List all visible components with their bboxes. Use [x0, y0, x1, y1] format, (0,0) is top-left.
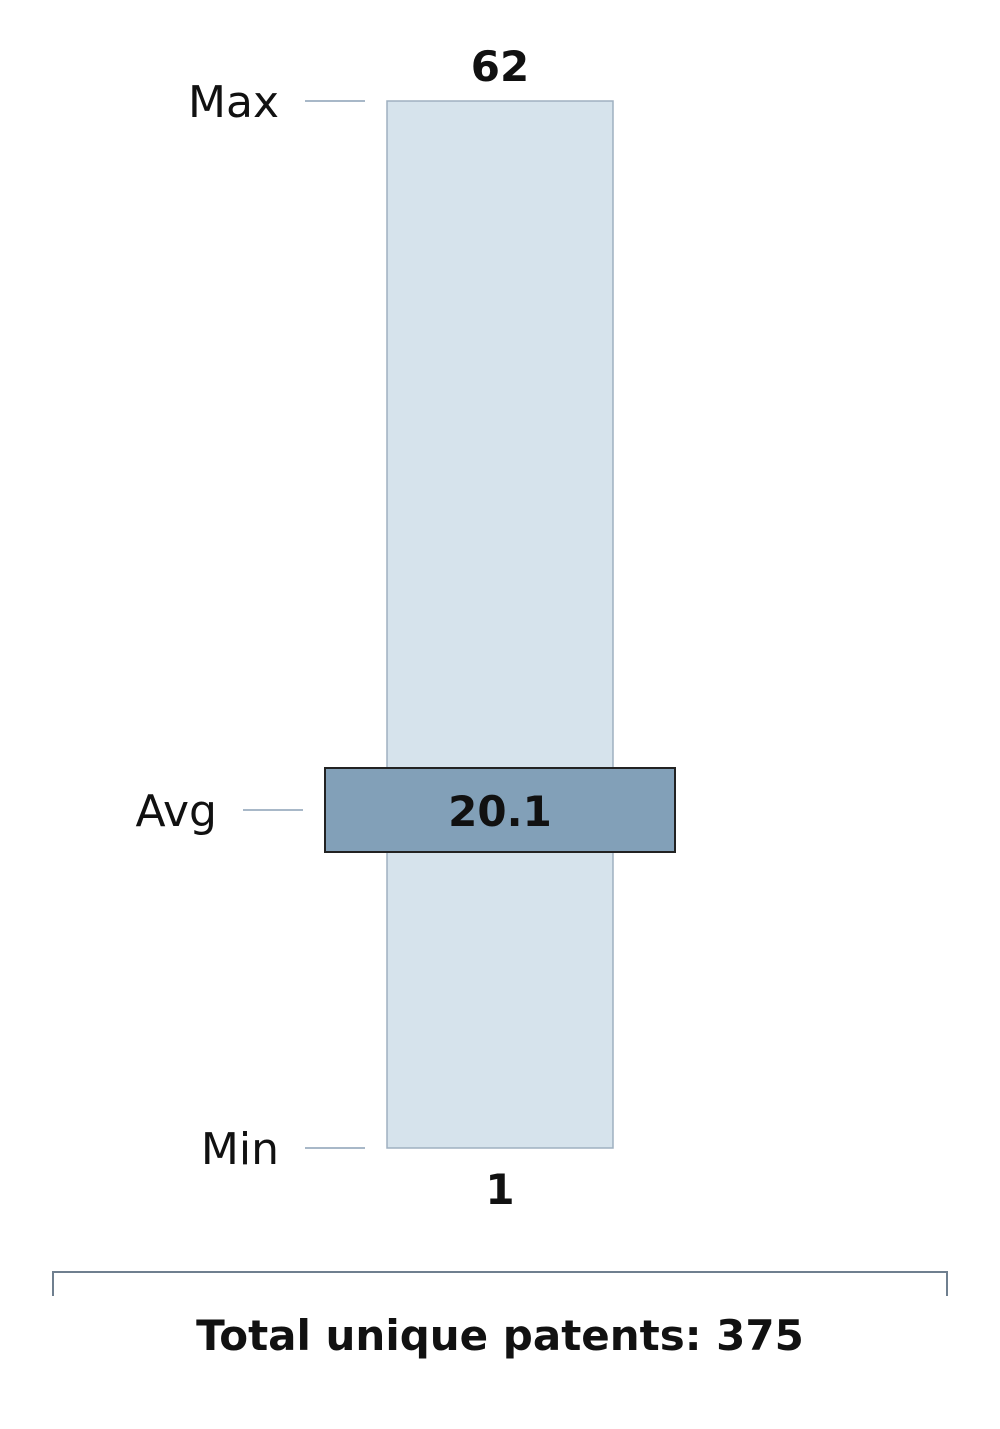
min-label: Min	[201, 1124, 279, 1175]
avg-label: Avg	[136, 786, 218, 837]
total-unique-patents: Total unique patents: 375	[196, 1311, 804, 1360]
footer-bracket	[52, 1271, 948, 1296]
range-bar	[386, 100, 614, 1149]
max-label: Max	[188, 77, 279, 128]
avg-box	[324, 767, 676, 853]
min-value-label: 1	[485, 1165, 514, 1214]
avg-value-label: 20.1	[448, 787, 552, 836]
max-value-label: 62	[471, 42, 529, 91]
